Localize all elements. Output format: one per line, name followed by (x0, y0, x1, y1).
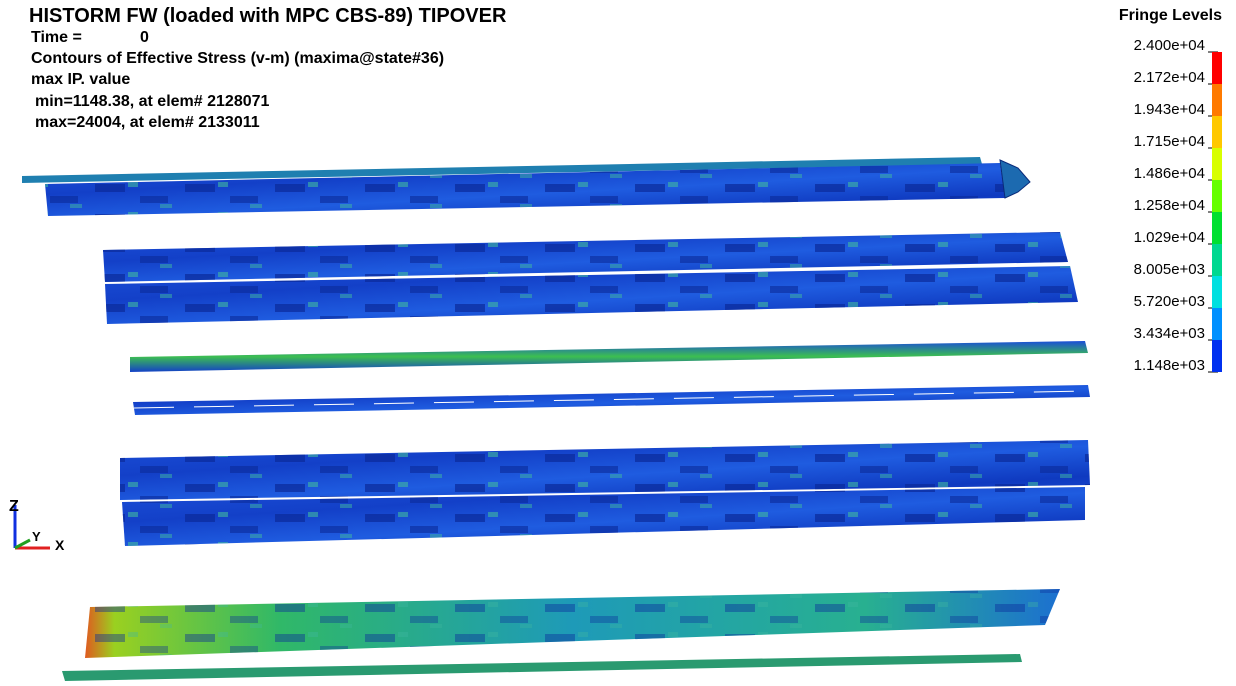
time-label: Time = (31, 29, 82, 46)
level-label: 1.148e+03 (1134, 357, 1205, 374)
level-label: 8.005e+03 (1134, 261, 1205, 278)
color-band (1212, 276, 1222, 308)
level-label: 1.486e+04 (1134, 165, 1205, 182)
time-value: 0 (140, 29, 149, 46)
part (130, 341, 1088, 372)
level-label: 1.258e+04 (1134, 197, 1205, 214)
x-label: X (55, 537, 65, 553)
max-line: max=24004, at elem# 2133011 (35, 114, 260, 131)
color-band (1212, 52, 1222, 84)
color-band (1212, 116, 1222, 148)
legend-title: Fringe Levels (1119, 7, 1222, 24)
part (1000, 160, 1030, 198)
level-label: 2.172e+04 (1134, 69, 1205, 86)
color-band (1212, 244, 1222, 276)
fea-viewport: HISTORM FW (loaded with MPC CBS-89) TIPO… (0, 0, 1236, 681)
level-label: 1.715e+04 (1134, 133, 1205, 150)
level-label: 1.029e+04 (1134, 229, 1205, 246)
y-label: Y (32, 529, 41, 544)
part (133, 385, 1090, 415)
z-label: Z (9, 498, 19, 515)
color-band (1212, 340, 1222, 372)
level-label: 3.434e+03 (1134, 325, 1205, 342)
level-label: 1.943e+04 (1134, 101, 1205, 118)
color-band (1212, 148, 1222, 180)
part (85, 589, 1060, 658)
header: HISTORM FW (loaded with MPC CBS-89) TIPO… (29, 5, 507, 131)
contours: Contours of Effective Stress (v-m) (maxi… (31, 50, 444, 67)
value-type: max IP. value (31, 71, 130, 88)
color-band (1212, 180, 1222, 212)
color-band (1212, 308, 1222, 340)
level-label: 5.720e+03 (1134, 293, 1205, 310)
model-parts (22, 157, 1090, 681)
title: HISTORM FW (loaded with MPC CBS-89) TIPO… (29, 5, 507, 27)
fringe-legend: Fringe Levels 2.400e+04 2.172e+04 1.943e+0… (1119, 7, 1222, 374)
color-band (1212, 212, 1222, 244)
part (62, 654, 1022, 681)
min-line: min=1148.38, at elem# 2128071 (35, 93, 270, 110)
color-band (1212, 84, 1222, 116)
axis-triad: Z Y X (9, 498, 65, 553)
level-label: 2.400e+04 (1134, 37, 1205, 54)
